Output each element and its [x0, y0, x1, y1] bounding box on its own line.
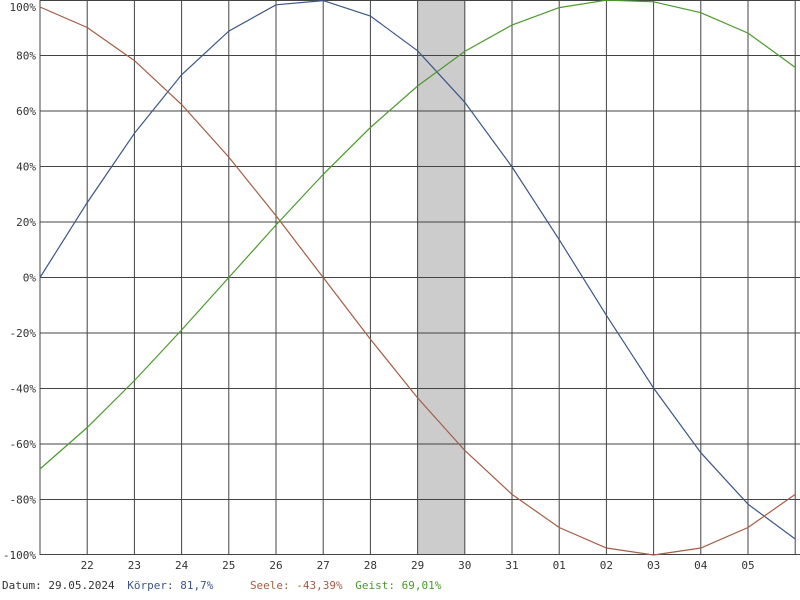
y-tick-label: -20% [10, 327, 37, 340]
y-tick-label: 40% [16, 161, 36, 174]
x-tick-label: 03 [647, 559, 660, 572]
x-tick-label: 05 [741, 559, 754, 572]
x-tick-label: 25 [222, 559, 235, 572]
x-tick-label: 31 [505, 559, 518, 572]
x-tick-label: 22 [81, 559, 94, 572]
chart-footer: Datum: 29.05.2024 Körper: 81,7% Seele: -… [2, 579, 447, 592]
y-tick-label: 0% [23, 272, 37, 285]
x-tick-label: 28 [364, 559, 377, 572]
y-tick-label: -60% [10, 438, 37, 451]
x-tick-label: 02 [600, 559, 613, 572]
x-tick-label: 29 [411, 559, 424, 572]
x-tick-label: 30 [458, 559, 471, 572]
geist-readout: Geist: 69,01% [355, 579, 442, 592]
series-line-2 [39, 6, 796, 556]
date-readout: Datum: 29.05.2024 [2, 579, 115, 592]
koerper-readout: Körper: 81,7% [127, 579, 214, 592]
biorhythm-chart: 100%80%60%40%20%0%-20%-40%-60%-80%-100% … [3, 0, 800, 572]
seele-readout: Seele: -43,39% [249, 579, 343, 592]
x-tick-label: 26 [269, 559, 282, 572]
y-tick-label: 60% [16, 105, 36, 118]
y-tick-label: 20% [16, 216, 36, 229]
y-tick-label: 80% [16, 50, 36, 63]
x-tick-label: 27 [317, 559, 330, 572]
series-line-3 [39, 0, 796, 470]
series-line-1 [39, 0, 796, 540]
y-tick-label: -100% [3, 549, 36, 562]
y-tick-label: -80% [10, 494, 37, 507]
x-tick-label: 01 [553, 559, 566, 572]
y-tick-label: -40% [10, 383, 37, 396]
y-tick-label: 100% [10, 1, 37, 14]
x-tick-label: 04 [694, 559, 708, 572]
x-tick-label: 23 [128, 559, 141, 572]
x-tick-label: 24 [175, 559, 189, 572]
